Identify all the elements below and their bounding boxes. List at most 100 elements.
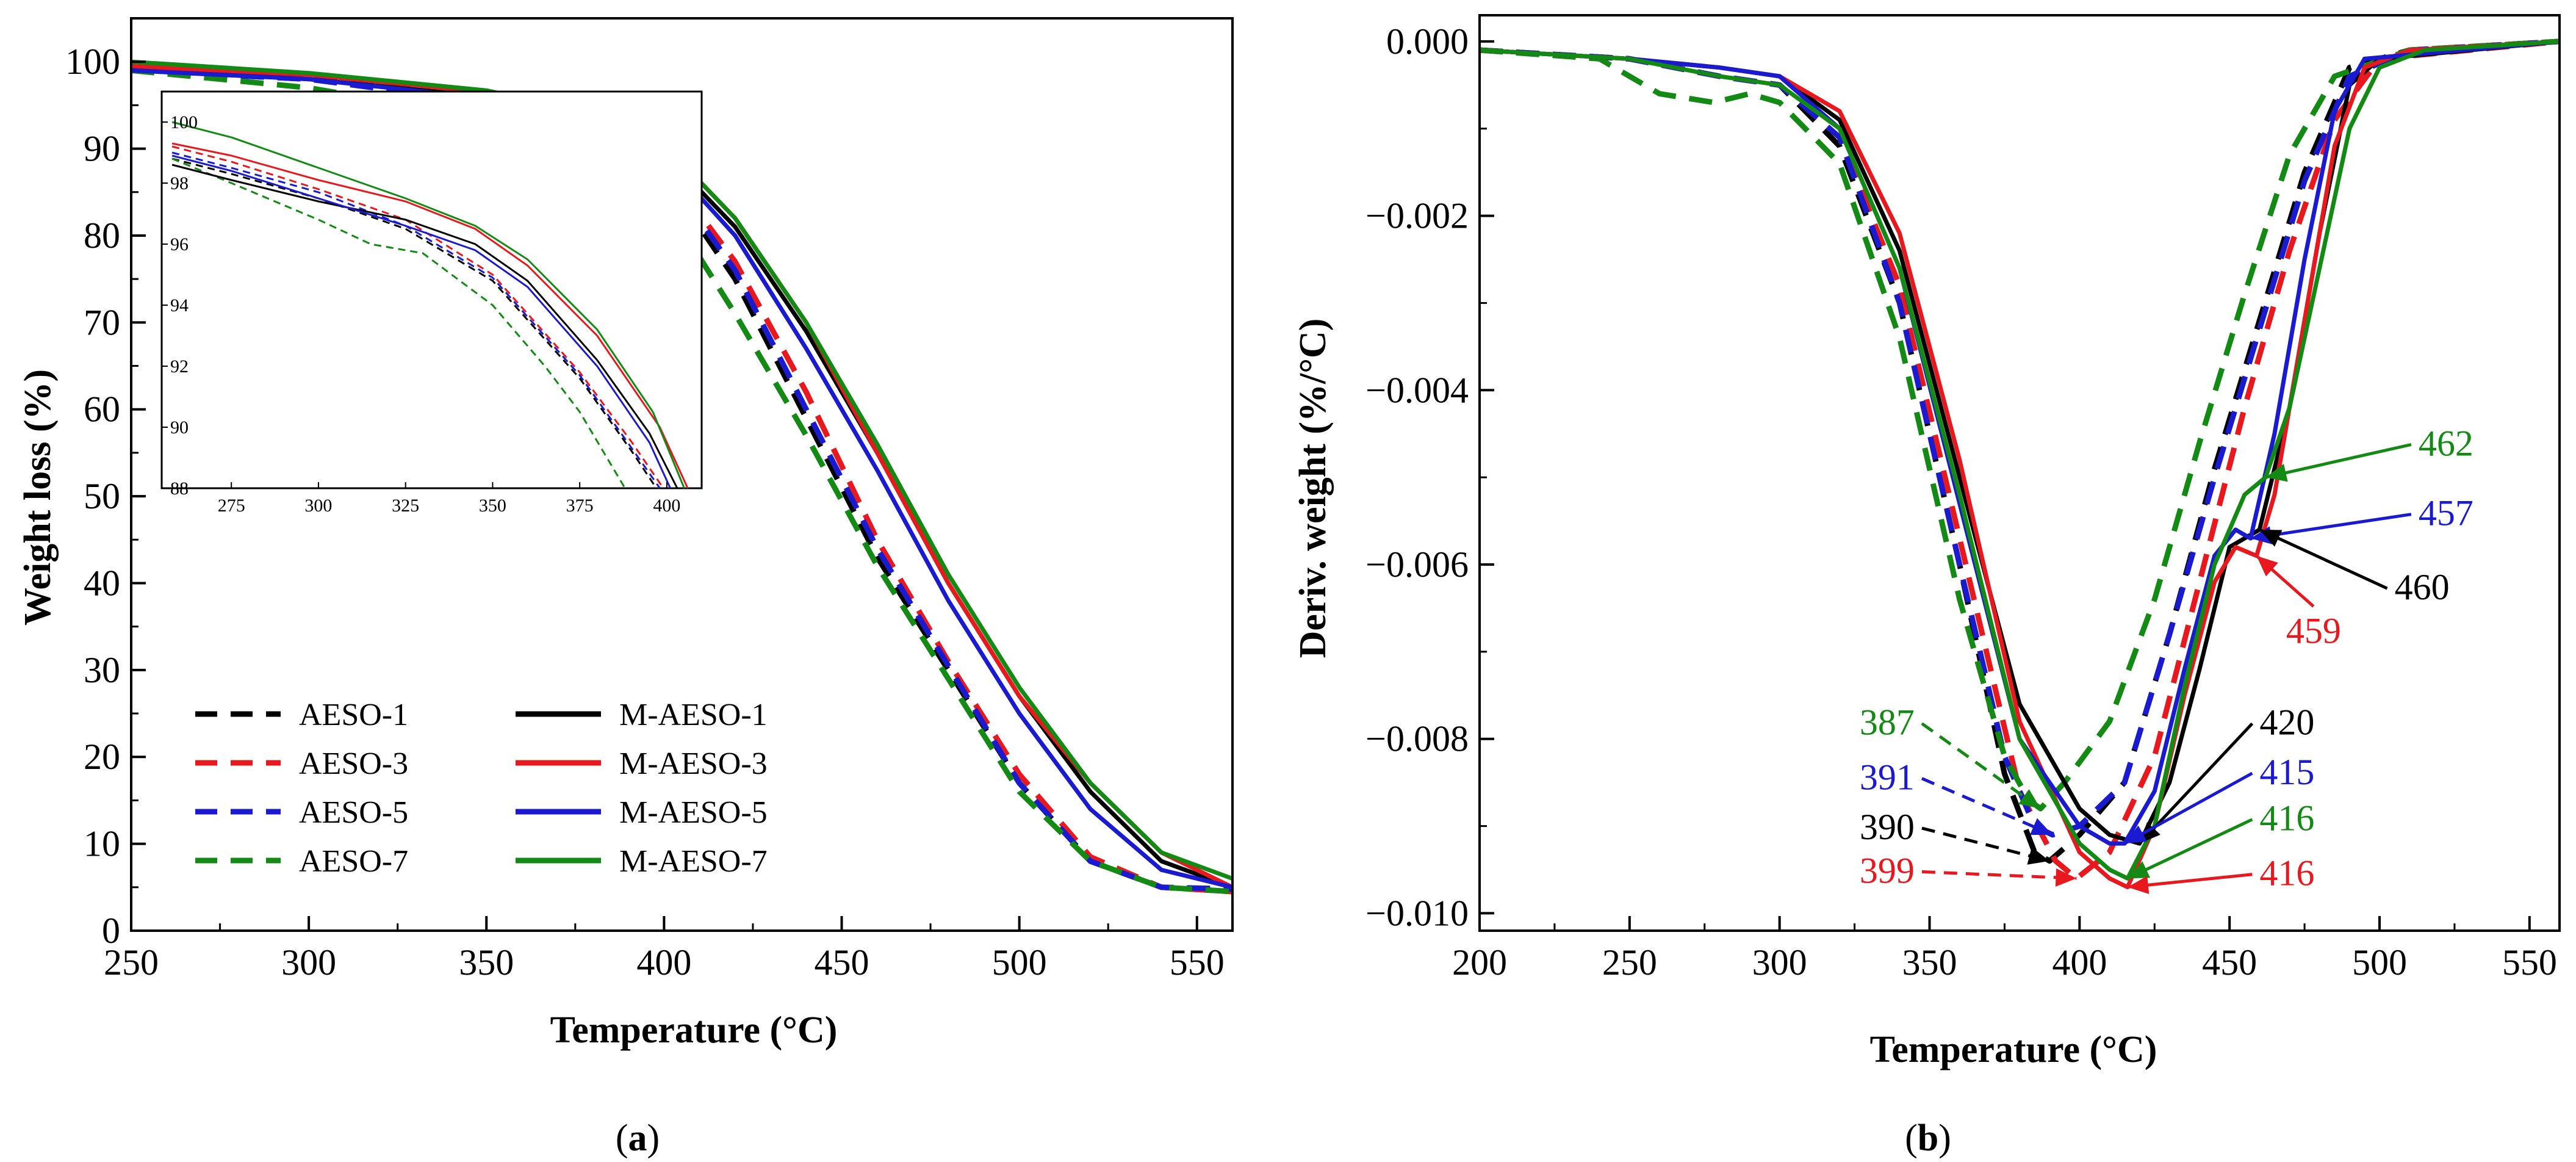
panel-b-x-tick-label: 200 [1452, 942, 1507, 983]
legend-label-aeso-7: AESO-7 [299, 844, 408, 879]
panel-a-y-tick-label: 20 [84, 737, 120, 777]
annotation-label-462: 462 [2419, 423, 2473, 463]
panel-a-y-axis-label: Weight loss (%) [17, 369, 59, 626]
annotation-leader-462 [2265, 442, 2412, 479]
annotation-arrowhead-390 [2027, 846, 2050, 865]
series-line-m-aeso-7 [1479, 39, 2560, 881]
annotation-arrowhead-387 [2018, 789, 2041, 809]
inset-series-line-aeso-7 [171, 157, 626, 489]
legend-label-aeso-3: AESO-3 [299, 746, 408, 781]
panel-b-frame [1478, 14, 2561, 932]
inset-x-tick-label: 400 [653, 496, 680, 516]
annotation-leader-415 [2123, 771, 2253, 845]
panel-a-series-group [131, 59, 1234, 895]
panel-a-y-tick-label: 0 [102, 911, 120, 951]
inset-series-line-aeso-3 [171, 145, 664, 489]
inset-x-tick-label: 300 [304, 496, 332, 516]
legend-label-m-aeso-5: M-AESO-5 [619, 795, 768, 830]
series-line-aeso-5 [131, 67, 1233, 892]
panel-a-axes: 250 300 350 400 450 500 550 0 10 20 30 40 50 60 70 80 90… [65, 17, 1234, 983]
inset-y-tick-label: 88 [170, 478, 189, 499]
panel-b-y-tick-label: −0.002 [1365, 196, 1469, 236]
inset-y-tick-label: 96 [170, 234, 189, 254]
inset-y-tick-label: 92 [170, 356, 189, 377]
panel-a-y-tick-label: 40 [84, 563, 120, 603]
inset-frame [160, 90, 703, 489]
inset-x-tick-label: 325 [392, 496, 419, 516]
legend-label-m-aeso-7: M-AESO-7 [619, 844, 768, 879]
annotation-arrowhead-459 [2256, 555, 2278, 577]
panel-b-y-tick-label: −0.004 [1365, 370, 1469, 410]
annotation-arrowhead-416 [2128, 861, 2151, 879]
series-line-aeso-3 [131, 65, 1233, 895]
annotation-label-457: 457 [2419, 493, 2473, 533]
annotation-label-399: 399 [1860, 850, 1915, 890]
panel-a-caption: (a) [616, 1117, 660, 1159]
annotation-label-416: 416 [2259, 798, 2314, 839]
annotation-arrowhead-399 [2055, 868, 2077, 887]
annotation-label-416: 416 [2259, 853, 2314, 893]
annotation-label-420: 420 [2259, 702, 2314, 743]
annotation-leader-399 [1921, 870, 2077, 880]
panel-a-y-tick-label: 80 [84, 215, 120, 256]
annotation-leader-416 [2127, 873, 2253, 889]
panel-b-x-tick-label: 350 [1902, 942, 1957, 983]
panel-a-x-tick-label: 300 [281, 942, 336, 983]
annotation-leader-460 [2259, 528, 2388, 590]
series-line-m-aeso-7 [131, 59, 1234, 881]
inset-series-line-m-aeso-5 [171, 154, 671, 489]
annotation-label-460: 460 [2395, 567, 2450, 607]
legend-label-aeso-5: AESO-5 [299, 795, 408, 830]
panel-b-x-tick-label: 500 [2352, 942, 2407, 983]
panel-a-y-tick-label: 60 [84, 389, 120, 430]
series-line-aeso-7 [1479, 38, 2560, 812]
inset-y-tick-label: 90 [170, 417, 189, 438]
panel-a-x-tick-label: 350 [459, 942, 514, 983]
panel-a-y-tick-label: 70 [84, 302, 120, 342]
panel-b-x-tick-label: 450 [2202, 942, 2257, 983]
panel-b-x-axis-label: Temperature (°C) [1870, 1029, 2157, 1070]
inset-x-tick-label: 350 [479, 496, 506, 516]
panel-a-x-tick-label: 250 [104, 942, 159, 983]
panel-a-y-tick-label: 50 [84, 476, 120, 516]
annotation-arrowhead-460 [2259, 529, 2283, 547]
annotation-label-390: 390 [1860, 807, 1915, 847]
legend-label-aeso-1: AESO-1 [299, 698, 408, 732]
panel-a-y-tick-label: 30 [84, 650, 120, 690]
panel-a-legend: AESO-1 AESO-3 AESO-5 AESO-7 M-AESO-1 M-AESO-3… [195, 698, 768, 879]
panel-b-y-tick-label: −0.006 [1365, 544, 1469, 585]
annotation-leader-387 [1921, 722, 2042, 810]
panel-a-x-tick-label: 450 [815, 942, 869, 983]
panel-b-x-tick-label: 400 [2052, 942, 2107, 983]
annotation-leader-391 [1921, 777, 2054, 837]
inset-y-tick-label: 100 [170, 112, 198, 132]
panel-a-frame [130, 17, 1234, 932]
inset-y-tick-label: 94 [170, 295, 189, 316]
annotation-arrowhead-462 [2265, 464, 2288, 482]
panel-b-y-tick-label: −0.008 [1365, 719, 1469, 759]
inset-x-tick-label: 275 [218, 496, 245, 516]
panel-a-x-axis-label: Temperature (°C) [550, 1009, 838, 1051]
inset-series-line-m-aeso-1 [171, 164, 678, 489]
panel-a-x-tick-label: 550 [1170, 942, 1225, 983]
annotation-leader-390 [1921, 826, 2050, 863]
inset-series-line-m-aeso-3 [171, 142, 689, 489]
annotation-arrowhead-416 [2128, 876, 2150, 895]
panel-b-axes: 200 250 300 350 400 450 500 550 −0.010 −0.008 −0.0… [1365, 14, 2561, 983]
annotation-arrowhead-391 [2029, 818, 2053, 835]
panel-b-caption: (b) [1905, 1117, 1951, 1159]
series-line-aeso-3 [1479, 38, 2560, 881]
inset-series-line-m-aeso-7 [171, 121, 685, 489]
annotation-arrowhead-415 [2124, 825, 2148, 844]
inset-x-tick-label: 375 [566, 496, 594, 516]
series-line-m-aeso-3 [1479, 39, 2560, 890]
panel-a-x-tick-label: 400 [636, 942, 691, 983]
panel-b-y-tick-label: −0.010 [1365, 893, 1469, 933]
annotation-label-415: 415 [2259, 752, 2314, 792]
panel-a-y-tick-label: 100 [65, 42, 120, 82]
panel-b-series-group [1479, 38, 2560, 890]
